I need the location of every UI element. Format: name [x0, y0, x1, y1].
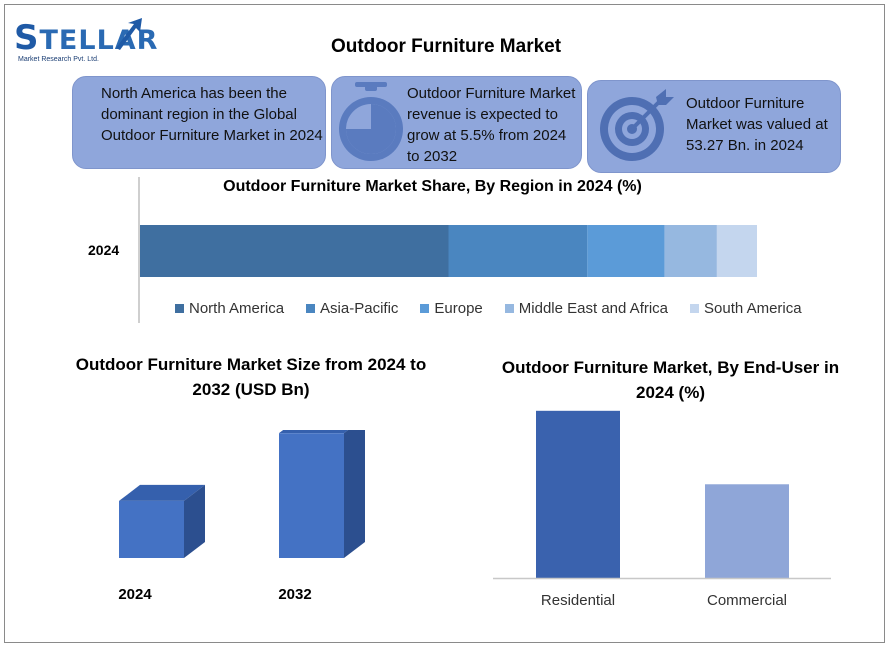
enduser-x-label-residential: Residential: [540, 592, 616, 609]
region-stacked-bar: [140, 225, 757, 277]
region-chart-axis: [138, 177, 140, 323]
target-icon: [600, 89, 674, 161]
size-bar-2024: [119, 484, 205, 558]
info-box-growth-rate: Outdoor Furniture Market revenue is expe…: [331, 76, 582, 169]
region-chart-category-label: 2024: [88, 242, 120, 258]
region-chart-title: Outdoor Furniture Market Share, By Regio…: [223, 178, 642, 195]
region-bar-segment-south-america: [716, 225, 757, 277]
size-bar-2032: [279, 430, 365, 558]
logo-subtitle: Market Research Pvt. Ltd.: [18, 56, 99, 63]
enduser-x-label-commercial: Commercial: [706, 592, 787, 609]
legend-item-asia-pacific: Asia-Pacific: [306, 300, 398, 317]
region-chart-legend: North America Asia-Pacific Europe Middle Ea…: [175, 298, 824, 318]
legend-label: South America: [704, 299, 802, 317]
legend-item-middle-east-and-africa: Middle East and Africa: [504, 299, 669, 317]
logo-arrow-icon: [116, 18, 142, 50]
info-box-text: Outdoor Furniture Market revenue is expe…: [407, 85, 576, 165]
logo-initial: S: [14, 18, 40, 58]
region-bar-segment-asia-pacific: [448, 225, 588, 277]
legend-swatch: [420, 303, 430, 313]
legend-item-north-america: North America: [175, 300, 284, 317]
info-box-text: North America has been the dominant regi…: [101, 85, 323, 144]
enduser-chart-title: Outdoor Furniture Market, By End-User in…: [501, 358, 840, 402]
size-chart-x-label-2024: 2024: [118, 586, 152, 603]
stopwatch-icon: [339, 82, 403, 161]
info-box-text: Outdoor Furniture Market was valued at 5…: [686, 95, 828, 154]
size-chart-bars: [119, 430, 365, 558]
company-logo: STELLAR Market Research Pvt. Ltd.: [14, 10, 157, 70]
size-bar-top: [279, 430, 349, 434]
region-bar-segment-north-america: [140, 225, 449, 277]
legend-label: Europe: [434, 299, 483, 317]
size-bar-side: [184, 484, 205, 558]
size-bar-side: [344, 430, 365, 558]
size-chart-x-label-2032: 2032: [278, 586, 312, 603]
legend-label: North America: [189, 299, 285, 317]
legend-label: Middle East and Africa: [518, 299, 669, 317]
size-chart-title: Outdoor Furniture Market Size from 2024 …: [75, 355, 427, 399]
size-bar-front: [279, 433, 344, 558]
region-bar-segment-europe: [587, 225, 665, 277]
info-box-dominant-region: North America has been the dominant regi…: [72, 76, 326, 169]
enduser-chart-bars: [493, 410, 831, 580]
logo-wordmark: STELLAR: [14, 18, 159, 58]
page-title: Outdoor Furniture Market: [330, 36, 562, 57]
legend-swatch: [504, 303, 514, 313]
legend-swatch: [690, 303, 700, 313]
legend-item-europe: Europe: [420, 299, 483, 317]
legend-label: Asia-Pacific: [320, 299, 399, 317]
region-bar-segment-middle-east-and-africa: [664, 225, 717, 277]
enduser-bar-residential: [536, 410, 620, 578]
legend-swatch: [306, 303, 316, 313]
legend-swatch: [175, 303, 184, 313]
size-bar-top: [119, 484, 205, 501]
enduser-bar-commercial: [705, 484, 789, 578]
size-bar-front: [119, 500, 184, 558]
legend-item-south-america: South America: [690, 300, 802, 317]
info-box-market-value: Outdoor Furniture Market was valued at 5…: [587, 80, 841, 173]
